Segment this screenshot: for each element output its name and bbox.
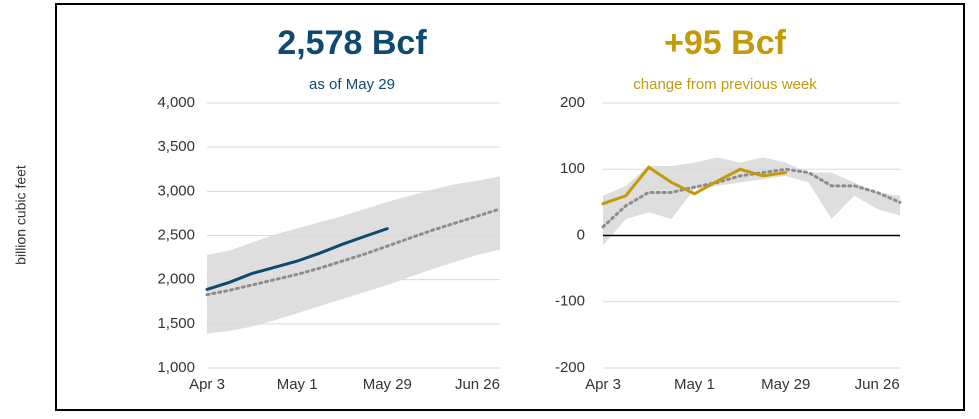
chart-title: +95 Bcf (664, 24, 787, 62)
y-tick-label: -100 (555, 293, 585, 310)
average-line (601, 167, 902, 229)
current-line (205, 227, 389, 291)
chart-subtitle: as of May 29 (309, 76, 395, 93)
y-axis-label: billion cubic feet (13, 165, 29, 265)
x-tick-label: May 1 (674, 376, 715, 393)
y-tick-label: -200 (555, 359, 585, 376)
average-line (205, 207, 502, 297)
y-tick-label: 2,500 (157, 226, 195, 243)
y-tick-label: 1,500 (157, 315, 195, 332)
chart-subtitle: change from previous week (633, 76, 817, 93)
range-band (603, 157, 900, 246)
y-tick-label: 100 (560, 160, 585, 177)
x-tick-label: Jun 26 (455, 376, 500, 393)
x-tick-label: May 29 (761, 376, 810, 393)
x-tick-label: Jun 26 (855, 376, 900, 393)
y-tick-label: 200 (560, 94, 585, 111)
y-tick-label: 1,000 (157, 359, 195, 376)
chart-border (55, 3, 965, 411)
x-tick-label: May 29 (363, 376, 412, 393)
y-tick-label: 0 (577, 226, 585, 243)
current-line (601, 165, 788, 206)
x-tick-label: Apr 3 (585, 376, 621, 393)
y-tick-label: 4,000 (157, 94, 195, 111)
x-tick-label: May 1 (277, 376, 318, 393)
chart-title: 2,578 Bcf (277, 24, 427, 62)
y-tick-label: 3,000 (157, 182, 195, 199)
y-tick-label: 3,500 (157, 138, 195, 155)
x-tick-label: Apr 3 (189, 376, 225, 393)
y-tick-label: 2,000 (157, 271, 195, 288)
range-band (207, 176, 500, 334)
